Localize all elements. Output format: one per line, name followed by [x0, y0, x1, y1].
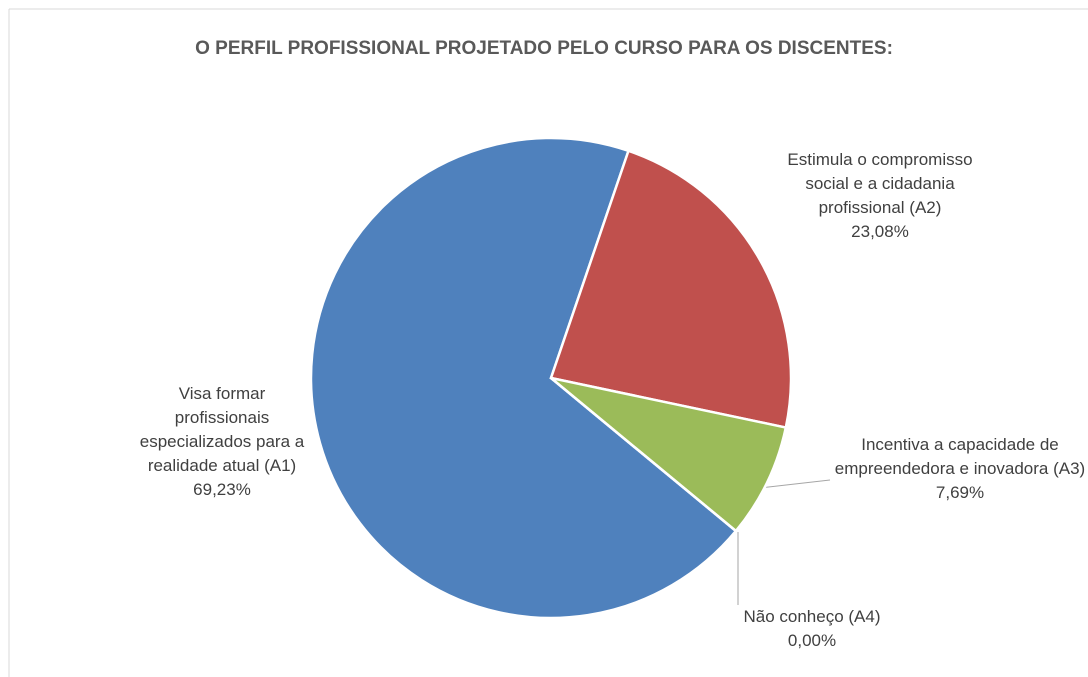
data-label-category: Visa formar profissionais especializados… — [139, 384, 305, 475]
leader-line — [759, 479, 831, 489]
slice — [550, 376, 788, 533]
data-label-value: 7,69% — [935, 483, 985, 502]
data-label-category: Estimula o compromisso social e a cidada… — [787, 150, 973, 217]
data-label-value: 69,23% — [193, 480, 251, 499]
slice — [549, 149, 793, 430]
chart-title: O PERFIL PROFISSIONAL PROJETADO PELO CUR… — [195, 38, 893, 59]
data-label-value: 0,00% — [787, 631, 837, 650]
data-label-value: 23,08% — [851, 222, 909, 241]
data-label-category: Incentiva a capacidade de empreendedora … — [834, 435, 1086, 478]
data-label-category: Não conheço (A4) — [743, 607, 881, 626]
slice — [309, 136, 738, 620]
